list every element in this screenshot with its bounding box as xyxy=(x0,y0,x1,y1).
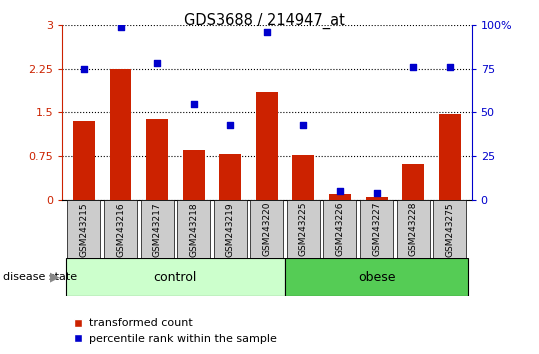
Text: GSM243217: GSM243217 xyxy=(153,202,162,257)
Point xyxy=(262,29,271,35)
Point xyxy=(116,24,125,29)
Text: GSM243226: GSM243226 xyxy=(335,202,344,256)
Text: ▶: ▶ xyxy=(50,270,59,284)
Bar xyxy=(146,119,168,200)
Bar xyxy=(219,154,241,200)
Legend: transformed count, percentile rank within the sample: transformed count, percentile rank withi… xyxy=(67,314,281,348)
FancyBboxPatch shape xyxy=(287,200,320,258)
Point xyxy=(153,61,161,66)
Text: GSM243216: GSM243216 xyxy=(116,202,125,257)
Text: GSM243227: GSM243227 xyxy=(372,202,381,256)
FancyBboxPatch shape xyxy=(141,200,174,258)
Point xyxy=(189,101,198,107)
Point xyxy=(372,190,381,196)
Bar xyxy=(402,164,424,200)
FancyBboxPatch shape xyxy=(214,200,247,258)
FancyBboxPatch shape xyxy=(433,200,466,258)
Point xyxy=(299,122,308,127)
Text: GSM243220: GSM243220 xyxy=(262,202,271,256)
Text: GSM243215: GSM243215 xyxy=(79,202,88,257)
FancyBboxPatch shape xyxy=(250,200,284,258)
Bar xyxy=(329,194,351,200)
Bar xyxy=(365,197,388,200)
Point xyxy=(80,66,88,72)
FancyBboxPatch shape xyxy=(104,200,137,258)
Text: GSM243228: GSM243228 xyxy=(409,202,418,256)
Point xyxy=(445,64,454,70)
Text: GSM243218: GSM243218 xyxy=(189,202,198,257)
Text: GSM243225: GSM243225 xyxy=(299,202,308,256)
FancyBboxPatch shape xyxy=(397,200,430,258)
Text: GSM243275: GSM243275 xyxy=(445,202,454,257)
FancyBboxPatch shape xyxy=(66,258,285,296)
Bar xyxy=(256,92,278,200)
Text: GDS3688 / 214947_at: GDS3688 / 214947_at xyxy=(184,12,344,29)
Text: obese: obese xyxy=(358,270,395,284)
Text: disease state: disease state xyxy=(3,272,77,282)
Bar xyxy=(293,155,314,200)
Bar xyxy=(73,121,95,200)
Bar xyxy=(439,114,461,200)
FancyBboxPatch shape xyxy=(67,200,100,258)
Text: GSM243219: GSM243219 xyxy=(226,202,234,257)
Bar xyxy=(109,69,132,200)
Point xyxy=(336,188,344,194)
Text: control: control xyxy=(154,270,197,284)
FancyBboxPatch shape xyxy=(285,258,468,296)
FancyBboxPatch shape xyxy=(323,200,356,258)
FancyBboxPatch shape xyxy=(360,200,393,258)
Point xyxy=(409,64,417,70)
Bar xyxy=(183,150,205,200)
FancyBboxPatch shape xyxy=(177,200,210,258)
Point xyxy=(226,122,234,127)
